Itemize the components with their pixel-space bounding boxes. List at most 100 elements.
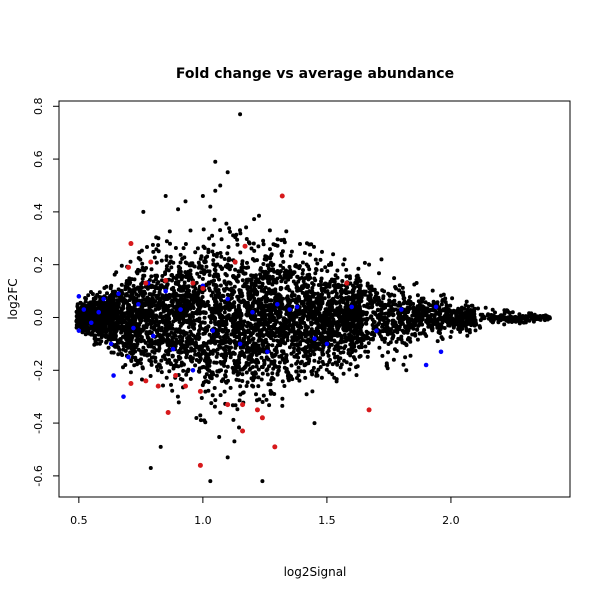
- black-point: [283, 280, 288, 285]
- black-point: [164, 258, 169, 262]
- black-point: [323, 316, 328, 321]
- black-point: [305, 325, 310, 330]
- black-point: [228, 229, 232, 234]
- black-point: [286, 297, 291, 302]
- black-point: [215, 351, 220, 356]
- black-point: [448, 308, 453, 313]
- black-point: [205, 345, 210, 350]
- black-point: [419, 318, 424, 323]
- black-point: [301, 268, 305, 273]
- black-point: [253, 283, 258, 288]
- black-point: [145, 333, 150, 338]
- black-point: [246, 357, 251, 362]
- black-point: [290, 313, 295, 318]
- black-point: [242, 319, 247, 324]
- black-point: [305, 273, 310, 278]
- black-point: [364, 321, 369, 326]
- black-point: [238, 228, 242, 233]
- black-point: [302, 309, 307, 314]
- black-point: [212, 310, 217, 315]
- black-point: [170, 388, 175, 393]
- black-point: [296, 294, 301, 299]
- black-point: [357, 345, 362, 350]
- black-point: [167, 292, 172, 297]
- black-point: [125, 293, 129, 298]
- black-point: [283, 320, 288, 325]
- black-point: [343, 335, 348, 340]
- black-point: [309, 334, 314, 339]
- black-point: [210, 233, 215, 238]
- black-point: [123, 287, 128, 292]
- black-point: [344, 316, 349, 321]
- black-point: [266, 308, 271, 313]
- black-point: [330, 290, 335, 295]
- black-point: [116, 352, 121, 357]
- black-point: [332, 375, 337, 380]
- black-point: [385, 328, 390, 333]
- black-point: [289, 342, 294, 347]
- black-point: [219, 361, 224, 366]
- black-point: [241, 265, 246, 270]
- black-point: [272, 269, 277, 274]
- black-point: [218, 410, 223, 415]
- black-point: [403, 355, 408, 360]
- black-point: [315, 261, 320, 266]
- black-point: [326, 332, 331, 337]
- black-point: [364, 329, 369, 334]
- black-point: [472, 318, 476, 322]
- black-point: [431, 299, 436, 304]
- black-point: [214, 354, 219, 359]
- black-point: [332, 351, 336, 356]
- black-point: [188, 268, 193, 273]
- black-point: [204, 282, 209, 287]
- black-point: [206, 339, 211, 344]
- black-point: [178, 252, 183, 257]
- black-point: [221, 287, 226, 292]
- black-point: [377, 321, 382, 326]
- black-point: [270, 371, 275, 376]
- black-point: [310, 372, 315, 377]
- black-point: [281, 350, 286, 355]
- black-point: [306, 305, 310, 310]
- black-point: [200, 290, 205, 295]
- black-point: [394, 323, 399, 328]
- black-point: [269, 361, 274, 366]
- black-point: [311, 365, 316, 370]
- black-point: [344, 267, 349, 272]
- black-point: [325, 350, 330, 355]
- black-point: [367, 290, 372, 295]
- black-point: [210, 393, 215, 398]
- black-point: [222, 310, 227, 315]
- black-point: [185, 369, 189, 374]
- black-point: [189, 275, 193, 280]
- black-point: [140, 377, 144, 382]
- black-point: [150, 349, 155, 354]
- black-point: [351, 323, 355, 328]
- black-point: [287, 288, 292, 293]
- black-point: [212, 360, 217, 365]
- black-point: [277, 354, 282, 359]
- black-point: [245, 303, 250, 308]
- black-point: [239, 294, 244, 299]
- black-point: [246, 265, 251, 270]
- black-point: [233, 330, 238, 335]
- black-point: [156, 342, 161, 346]
- black-point: [393, 307, 398, 312]
- black-point: [355, 364, 360, 369]
- black-point: [280, 333, 285, 338]
- black-point: [207, 273, 212, 277]
- black-point: [203, 375, 207, 380]
- black-point: [139, 248, 144, 253]
- black-point: [270, 288, 275, 293]
- black-point: [392, 298, 397, 303]
- black-point: [167, 261, 172, 266]
- black-point: [211, 336, 216, 341]
- black-point: [103, 329, 108, 333]
- black-point: [319, 286, 324, 291]
- black-point: [195, 292, 200, 297]
- black-point: [471, 321, 476, 326]
- black-point: [284, 356, 289, 361]
- black-point: [333, 273, 338, 278]
- black-point: [155, 364, 159, 369]
- black-point: [396, 316, 401, 321]
